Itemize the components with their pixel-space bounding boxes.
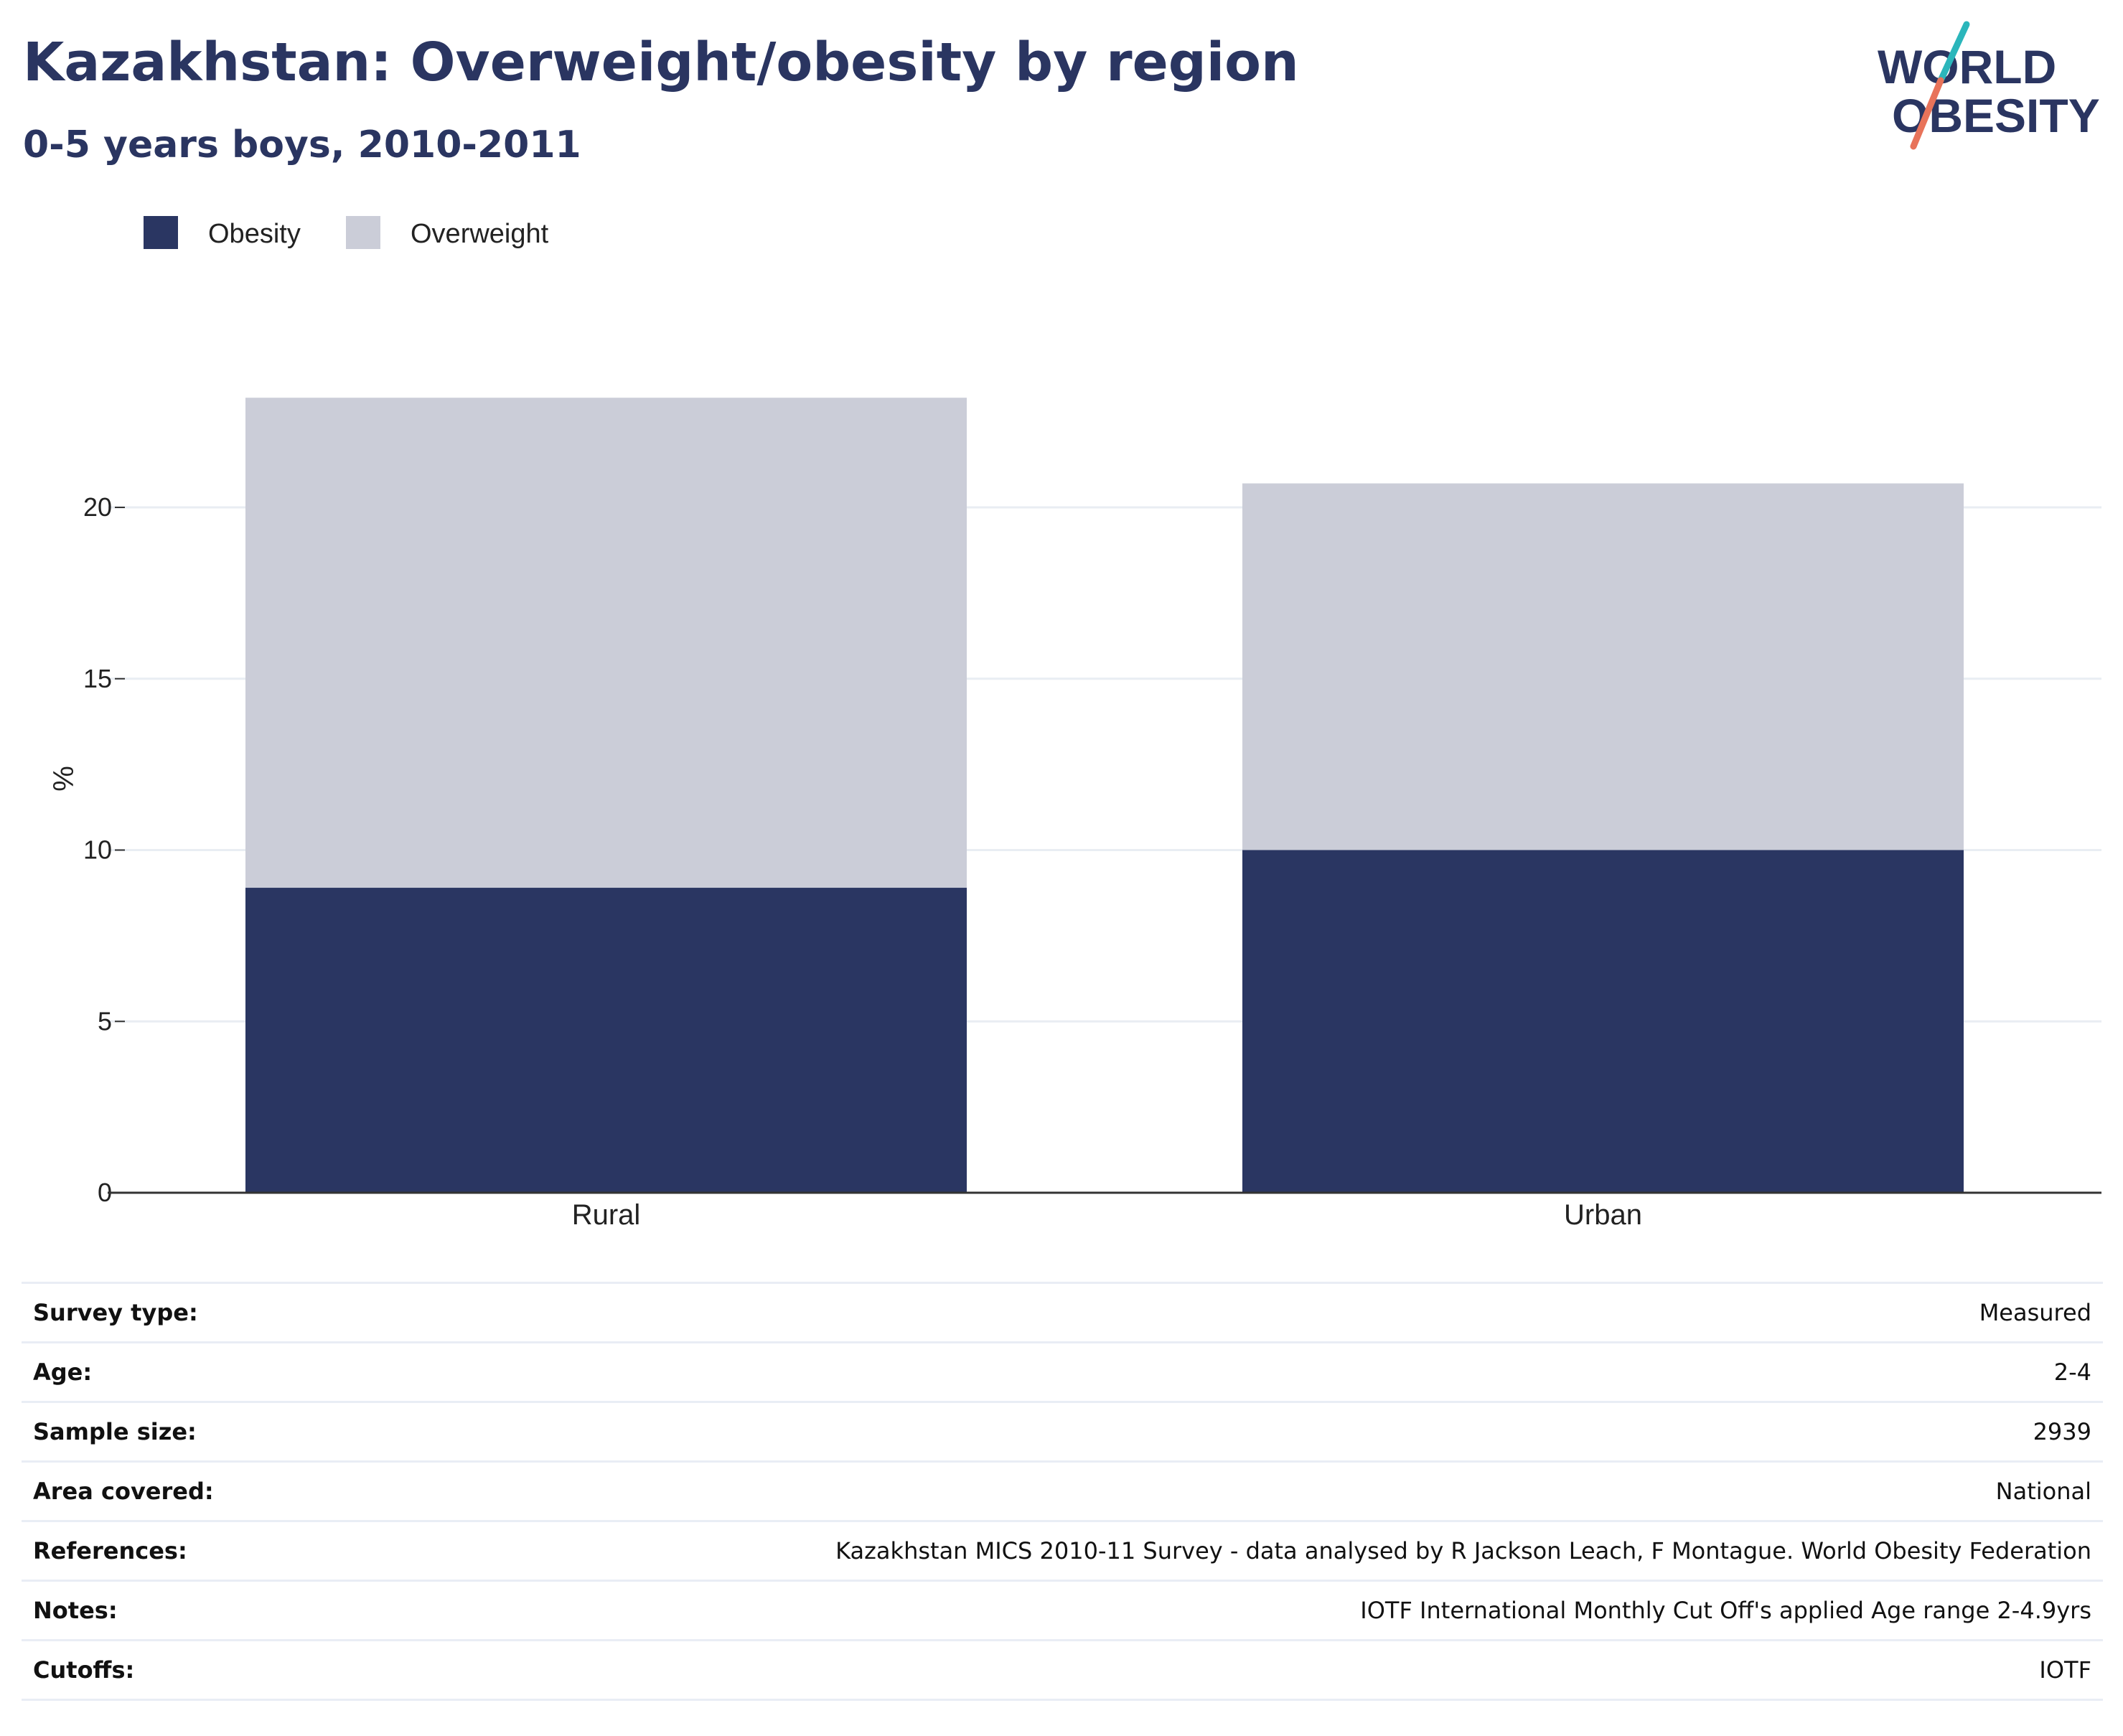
y-tick-label-5: 5 <box>98 1006 112 1036</box>
legend-label-obesity: Obesity <box>208 219 301 249</box>
metadata-row: References: Kazakhstan MICS 2010-11 Surve… <box>22 1521 2103 1581</box>
metadata-row: Sample size: 2939 <box>22 1402 2103 1462</box>
x-tick-label-rural: Rural <box>572 1199 641 1231</box>
stacked-bar-chart: Obesity Overweight 0 5 10 15 20% Rural Urban <box>47 216 2101 1231</box>
y-tick-label-15: 15 <box>83 664 112 693</box>
chart-title: Kazakhstan: Overweight/obesity by region <box>23 32 1299 93</box>
legend: Obesity Overweight <box>144 216 549 249</box>
y-axis-label: % <box>47 766 78 792</box>
metadata-key: Age: <box>33 1359 93 1386</box>
logo-line1: WORLD <box>1878 40 2056 93</box>
metadata-value: Kazakhstan MICS 2010-11 Survey - data an… <box>835 1537 2091 1564</box>
metadata-row: Survey type: Measured <box>22 1282 2103 1343</box>
metadata-row: Age: 2-4 <box>22 1342 2103 1402</box>
metadata-value: IOTF <box>2039 1656 2091 1684</box>
x-tick-label-urban: Urban <box>1564 1199 1642 1231</box>
y-tick-label-20: 20 <box>83 492 112 522</box>
metadata-key: Sample size: <box>33 1418 197 1445</box>
metadata-table: Survey type: Measured Age: 2-4 Sample size: 2… <box>22 1282 2103 1701</box>
world-obesity-logo: WORLD OBESITY <box>1878 21 2100 150</box>
metadata-value: 2-4 <box>2053 1359 2091 1386</box>
bar-overweight-rural <box>245 398 967 888</box>
bar-obesity-rural <box>245 888 967 1193</box>
metadata-key: Notes: <box>33 1597 118 1624</box>
bar-overweight-urban <box>1242 483 1964 850</box>
metadata-key: Area covered: <box>33 1478 214 1505</box>
logo-coral-slash <box>1910 77 1944 150</box>
metadata-value: National <box>1995 1478 2091 1505</box>
metadata-value: 2939 <box>2033 1418 2091 1445</box>
y-tick-label-0: 0 <box>98 1178 112 1207</box>
metadata-row: Cutoffs: IOTF <box>22 1640 2103 1700</box>
legend-swatch-overweight <box>346 216 380 249</box>
metadata-row: Area covered: National <box>22 1461 2103 1521</box>
bar-obesity-urban <box>1242 850 1964 1193</box>
metadata-key: Cutoffs: <box>33 1656 135 1684</box>
metadata-key: References: <box>33 1537 187 1564</box>
metadata-row: Notes: IOTF International Monthly Cut Off… <box>22 1580 2103 1641</box>
bars <box>245 398 1964 1193</box>
legend-swatch-obesity <box>144 216 178 249</box>
legend-label-overweight: Overweight <box>411 219 549 249</box>
y-tick-label-10: 10 <box>83 835 112 865</box>
logo-teal-slash <box>1937 21 1970 84</box>
axes: 0 5 10 15 20% Rural Urban <box>47 492 2101 1231</box>
metadata-key: Survey type: <box>33 1299 198 1326</box>
metadata-value: Measured <box>1979 1299 2091 1326</box>
chart-subtitle: 0-5 years boys, 2010-2011 <box>23 123 581 166</box>
metadata-value: IOTF International Monthly Cut Off's app… <box>1360 1597 2091 1624</box>
